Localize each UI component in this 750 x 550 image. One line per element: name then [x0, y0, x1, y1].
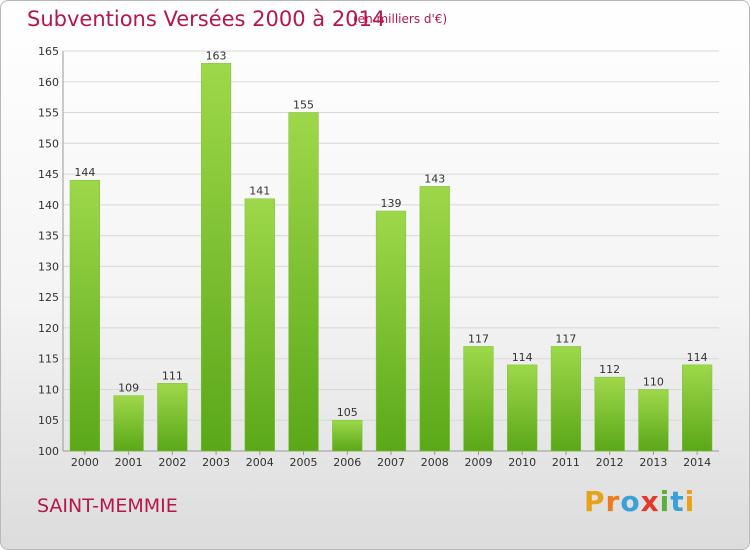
value-label: 110 — [643, 375, 664, 388]
value-label: 109 — [118, 382, 139, 395]
y-tick-label: 160 — [38, 76, 59, 89]
value-label: 155 — [293, 99, 314, 112]
y-tick-label: 120 — [38, 322, 59, 335]
value-label: 117 — [468, 332, 489, 345]
x-tick-label: 2001 — [115, 456, 143, 469]
value-label: 143 — [424, 172, 445, 185]
bar-2013[interactable] — [638, 389, 669, 452]
bar-2014[interactable] — [682, 364, 713, 452]
bar-2010[interactable] — [507, 364, 538, 452]
x-tick-label: 2011 — [552, 456, 580, 469]
bar-2001[interactable] — [113, 395, 144, 452]
y-tick-label: 110 — [38, 383, 59, 396]
value-label: 141 — [249, 185, 270, 198]
y-tick-label: 115 — [38, 353, 59, 366]
bar-2004[interactable] — [244, 198, 275, 452]
x-tick-label: 2006 — [333, 456, 361, 469]
y-tick-label: 165 — [38, 45, 59, 58]
y-tick-label: 105 — [38, 414, 59, 427]
proxiti-logo[interactable]: Proxiti — [584, 485, 696, 518]
bar-2007[interactable] — [375, 210, 407, 452]
bar-2006[interactable] — [332, 419, 363, 452]
x-tick-label: 2003 — [202, 456, 230, 469]
x-tick-label: 2004 — [246, 456, 274, 469]
value-label: 163 — [206, 49, 227, 62]
bar-2002[interactable] — [157, 383, 188, 452]
x-tick-label: 2010 — [508, 456, 536, 469]
value-label: 114 — [687, 351, 708, 364]
bar-2011[interactable] — [550, 346, 582, 452]
y-tick-label: 155 — [38, 107, 59, 120]
y-tick-label: 125 — [38, 291, 59, 304]
y-tick-label: 140 — [38, 199, 59, 212]
y-tick-label: 135 — [38, 230, 59, 243]
chart-title: Subventions Versées 2000 à 2014 — [27, 7, 386, 31]
bar-2005[interactable] — [288, 112, 319, 452]
x-tick-label: 2000 — [71, 456, 99, 469]
value-label: 144 — [74, 166, 95, 179]
x-tick-label: 2013 — [639, 456, 667, 469]
y-tick-label: 145 — [38, 168, 59, 181]
y-tick-label: 100 — [38, 445, 59, 458]
bar-2000[interactable] — [69, 179, 100, 452]
x-tick-label: 2014 — [683, 456, 711, 469]
bar-2009[interactable] — [463, 346, 494, 452]
x-tick-label: 2005 — [290, 456, 318, 469]
commune-name: SAINT-MEMMIE — [37, 495, 178, 517]
unit-note: (en milliers d'€) — [353, 12, 448, 26]
bar-2012[interactable] — [594, 376, 625, 452]
x-tick-label: 2007 — [377, 456, 405, 469]
bar-2008[interactable] — [419, 186, 450, 452]
value-label: 114 — [512, 351, 533, 364]
y-tick-label: 130 — [38, 260, 59, 273]
x-tick-label: 2009 — [464, 456, 492, 469]
value-label: 117 — [555, 332, 576, 345]
y-tick-label: 150 — [38, 137, 59, 150]
value-label: 111 — [162, 369, 183, 382]
x-tick-label: 2012 — [596, 456, 624, 469]
x-tick-label: 2008 — [421, 456, 449, 469]
value-label: 139 — [381, 197, 402, 210]
x-tick-label: 2002 — [158, 456, 186, 469]
bar-2003[interactable] — [200, 63, 232, 452]
value-label: 112 — [599, 363, 620, 376]
value-label: 105 — [337, 406, 358, 419]
